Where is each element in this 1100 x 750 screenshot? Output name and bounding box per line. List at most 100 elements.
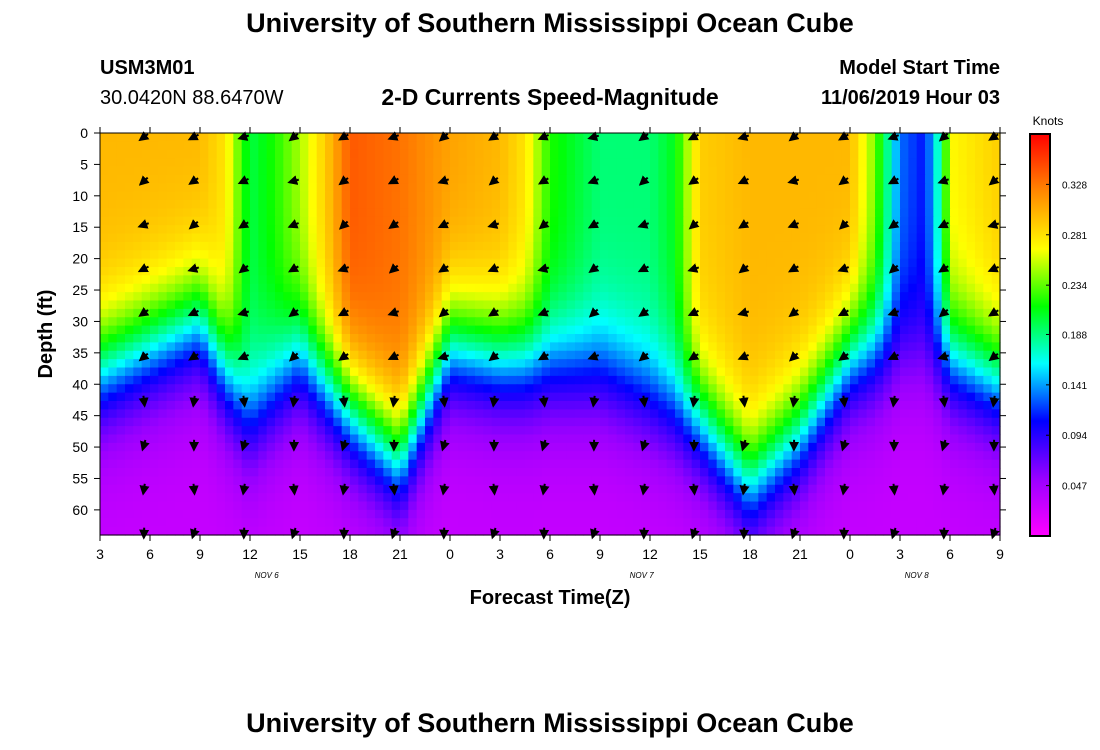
heatmap-cell	[966, 174, 976, 184]
heatmap-cell	[458, 149, 468, 159]
heatmap-cell	[300, 501, 309, 511]
heatmap-cell	[666, 359, 676, 369]
heatmap-cell	[525, 476, 534, 486]
heatmap-cell	[808, 183, 818, 193]
heatmap-cell	[658, 267, 668, 276]
heatmap-cell	[450, 250, 459, 260]
heatmap-cell	[600, 200, 609, 209]
heatmap-cell	[225, 250, 234, 260]
heatmap-cell	[116, 442, 126, 452]
heatmap-cell	[933, 241, 943, 251]
heatmap-cell	[875, 283, 884, 293]
heatmap-cell	[716, 484, 726, 494]
heatmap-cell	[341, 426, 351, 436]
heatmap-cell	[600, 258, 609, 268]
heatmap-cell	[166, 149, 176, 159]
heatmap-cell	[191, 451, 201, 461]
heatmap-cell	[141, 292, 151, 302]
heatmap-cell	[616, 233, 626, 243]
heatmap-cell	[225, 317, 234, 327]
heatmap-cell	[583, 191, 593, 201]
heatmap-cell	[183, 476, 193, 486]
heatmap-cell	[258, 300, 268, 310]
heatmap-cell	[916, 300, 926, 310]
heatmap-cell	[825, 476, 834, 486]
heatmap-cell	[708, 501, 718, 511]
heatmap-cell	[383, 216, 393, 226]
heatmap-cell	[658, 233, 668, 243]
heatmap-cell	[283, 518, 293, 528]
heatmap-cell	[991, 191, 1001, 201]
heatmap-cell	[366, 275, 376, 285]
heatmap-cell	[666, 149, 676, 159]
heatmap-cell	[200, 476, 209, 486]
heatmap-cell	[891, 200, 901, 209]
heatmap-cell	[350, 426, 359, 436]
heatmap-cell	[666, 141, 676, 151]
heatmap-cell	[683, 484, 693, 494]
heatmap-cell	[975, 183, 984, 193]
heatmap-cell	[783, 417, 793, 427]
heatmap-cell	[175, 342, 184, 352]
heatmap-cell	[833, 367, 843, 377]
heatmap-cell	[641, 300, 651, 310]
heatmap-cell	[941, 342, 951, 352]
heatmap-cell	[475, 375, 484, 385]
heatmap-cell	[650, 149, 659, 159]
heatmap-cell	[558, 317, 568, 327]
heatmap-cell	[233, 484, 243, 494]
heatmap-cell	[991, 233, 1001, 243]
heatmap-cell	[725, 493, 734, 503]
heatmap-cell	[750, 141, 759, 151]
heatmap-cell	[100, 275, 109, 285]
heatmap-cell	[108, 426, 118, 436]
heatmap-cell	[575, 417, 584, 427]
heatmap-cell	[375, 459, 384, 469]
heatmap-cell	[558, 342, 568, 352]
heatmap-cell	[108, 275, 118, 285]
heatmap-cell	[608, 241, 618, 251]
heatmap-cell	[900, 200, 909, 209]
heatmap-cell	[983, 174, 993, 184]
heatmap-cell	[266, 367, 276, 377]
heatmap-cell	[133, 484, 143, 494]
heatmap-cell	[616, 334, 626, 343]
heatmap-cell	[633, 191, 643, 201]
heatmap-cell	[566, 191, 576, 201]
heatmap-cell	[408, 233, 418, 243]
heatmap-cell	[208, 392, 218, 402]
heatmap-cell	[758, 476, 768, 486]
heatmap-cell	[375, 342, 384, 352]
heatmap-cell	[575, 149, 584, 159]
heatmap-cell	[325, 434, 334, 444]
heatmap-cell	[208, 434, 218, 444]
heatmap-cell	[375, 216, 384, 226]
heatmap-cell	[883, 258, 893, 268]
heatmap-cell	[191, 300, 201, 310]
heatmap-cell	[550, 283, 559, 293]
heatmap-cell	[791, 426, 801, 436]
heatmap-cell	[541, 392, 551, 402]
heatmap-cell	[650, 308, 659, 318]
heatmap-cell	[983, 225, 993, 235]
heatmap-cell	[200, 208, 209, 218]
heatmap-cell	[325, 509, 334, 519]
heatmap-cell	[575, 241, 584, 251]
heatmap-cell	[183, 493, 193, 503]
heatmap-cell	[900, 174, 909, 184]
heatmap-cell	[383, 258, 393, 268]
heatmap-cell	[958, 225, 968, 235]
heatmap-cell	[341, 241, 351, 251]
heatmap-cell	[791, 451, 801, 461]
heatmap-cell	[533, 300, 543, 310]
heatmap-cell	[400, 292, 409, 302]
heatmap-cell	[441, 468, 451, 477]
heatmap-cell	[766, 308, 776, 318]
heatmap-cell	[216, 476, 226, 486]
heatmap-cell	[350, 133, 359, 142]
heatmap-cell	[350, 509, 359, 519]
heatmap-cell	[941, 283, 951, 293]
heatmap-cell	[825, 300, 834, 310]
heatmap-cell	[375, 183, 384, 193]
heatmap-cell	[441, 384, 451, 394]
